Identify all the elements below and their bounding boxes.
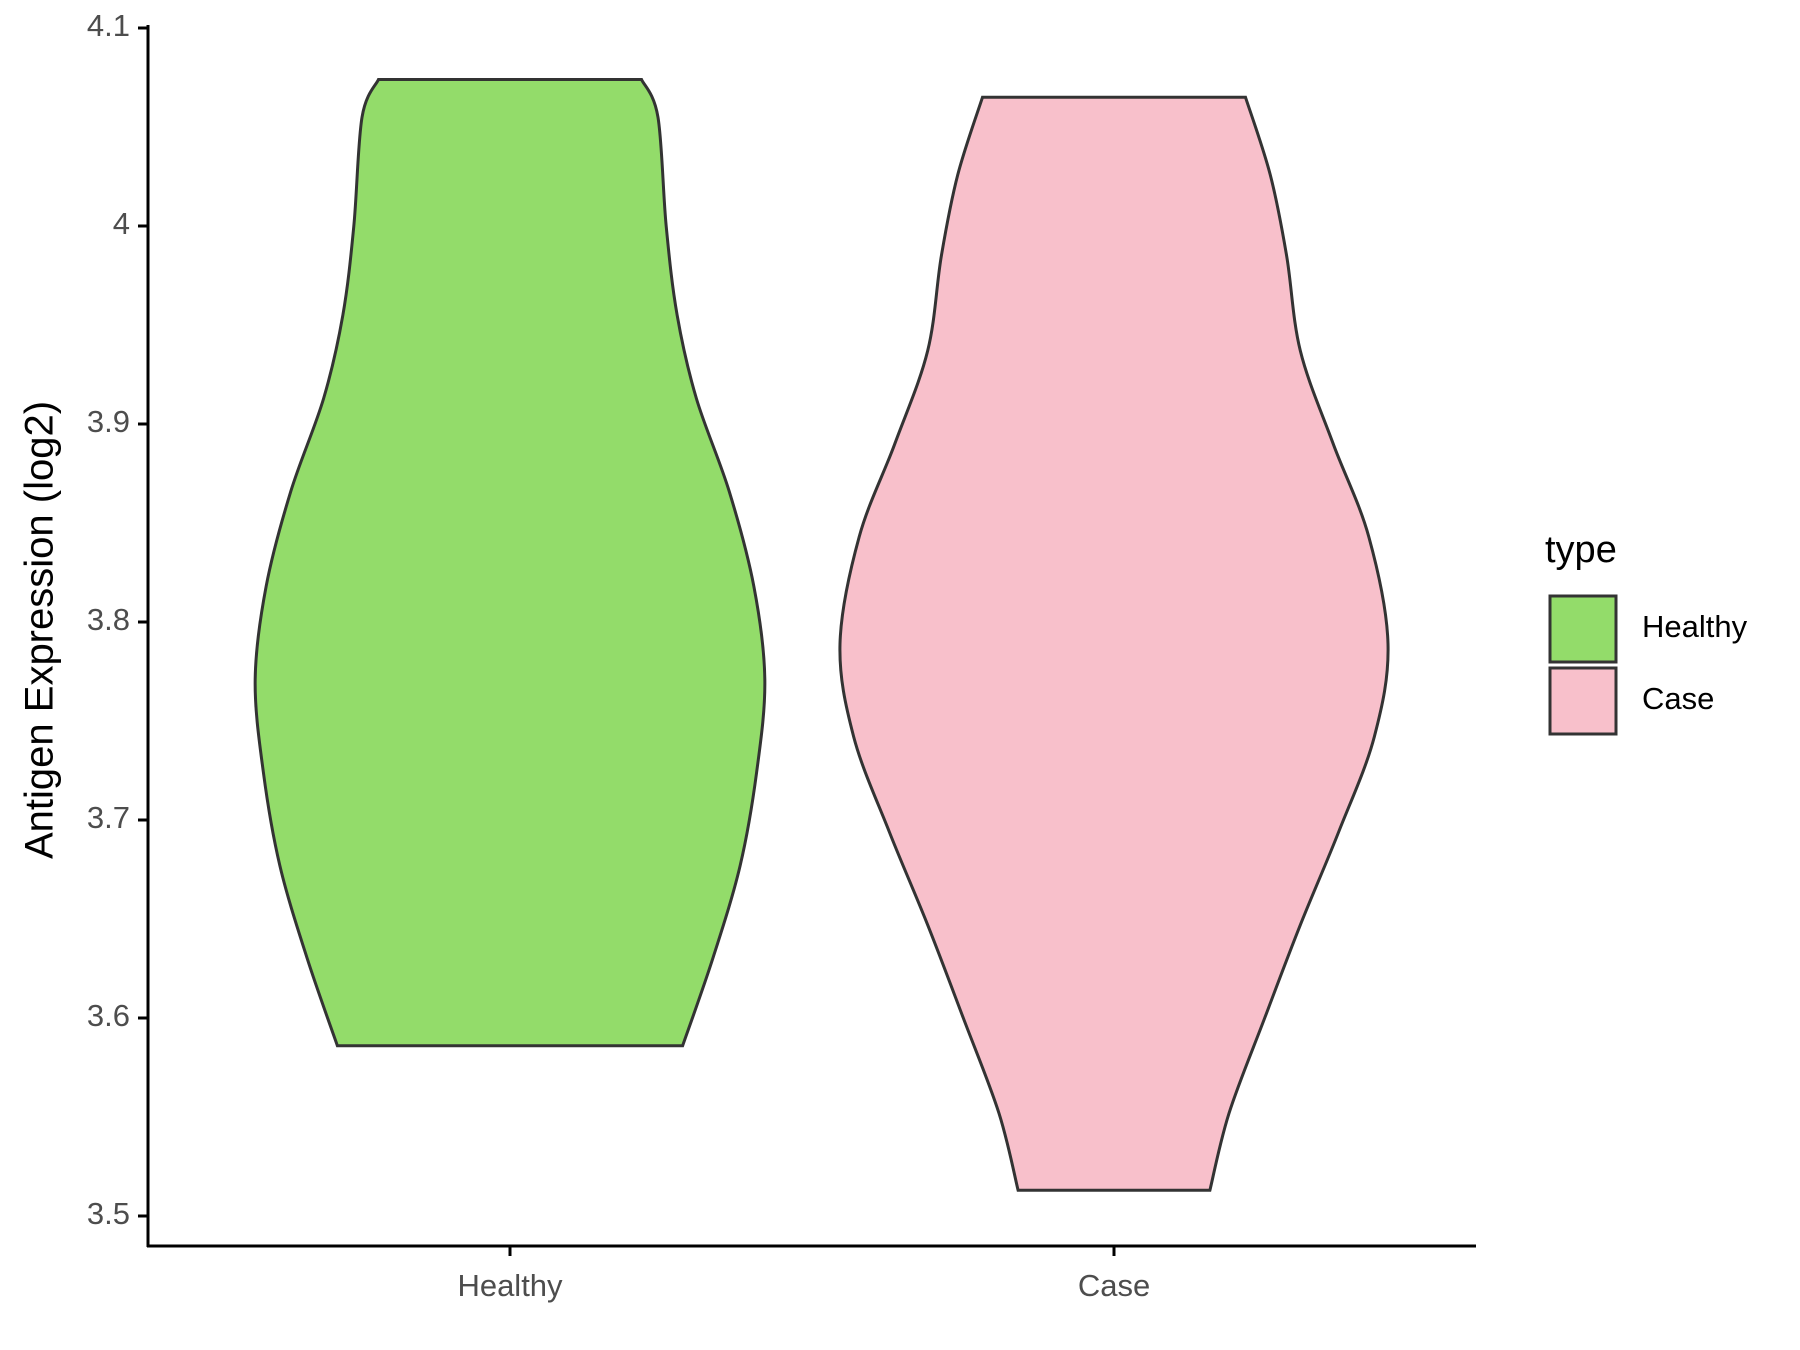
violin xyxy=(838,95,1390,1192)
legend-label: Healthy xyxy=(1642,609,1748,644)
y-tick-label: 3.9 xyxy=(87,404,130,439)
y-axis-title: Antigen Expression (log2) xyxy=(18,401,62,859)
legend-title: type xyxy=(1545,529,1617,571)
violin xyxy=(253,77,767,1048)
y-tick-label: 3.5 xyxy=(87,1196,130,1231)
y-tick-label: 3.7 xyxy=(87,800,130,835)
y-tick-label: 4.1 xyxy=(87,8,130,43)
legend-swatch xyxy=(1548,594,1618,664)
legend-swatch xyxy=(1548,666,1618,736)
x-tick-label: Case xyxy=(1078,1268,1150,1303)
y-tick-label: 3.6 xyxy=(87,998,130,1033)
y-tick-label: 3.8 xyxy=(87,602,130,637)
x-tick-label: Healthy xyxy=(457,1268,563,1303)
legend-label: Case xyxy=(1642,681,1714,716)
y-tick-label: 4 xyxy=(113,206,130,241)
